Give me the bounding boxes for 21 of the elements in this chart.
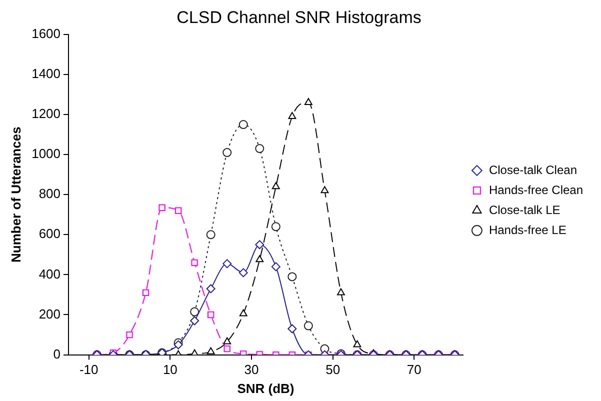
legend-label: Close-talk LE (488, 202, 560, 217)
x-axis-title: SNR (dB) (237, 380, 294, 396)
y-tick-label: 1200 (32, 106, 61, 122)
y-tick-label: 200 (38, 306, 61, 322)
y-tick-label: 600 (38, 226, 61, 242)
x-tick-label: -10 (79, 362, 98, 378)
x-tick-label: 10 (162, 362, 178, 378)
chart-title: CLSD Channel SNR Histograms (176, 8, 422, 27)
y-tick-label: 400 (38, 266, 61, 282)
x-tick-label: 70 (406, 362, 422, 378)
y-tick-label: 800 (38, 186, 61, 202)
y-tick-label: 1400 (32, 66, 61, 82)
y-tick-label: 0 (53, 346, 61, 362)
legend-label: Hands-free Clean (488, 182, 584, 197)
y-tick-label: 1000 (32, 146, 61, 162)
x-tick-label: 50 (326, 362, 340, 378)
y-tick-label: 1600 (32, 26, 61, 41)
x-tick-label: 30 (244, 362, 259, 378)
y-axis-title: Number of Utterances (8, 126, 24, 263)
legend-label: Close-talk Clean (488, 162, 577, 177)
legend-label: Hands-free LE (488, 222, 566, 237)
